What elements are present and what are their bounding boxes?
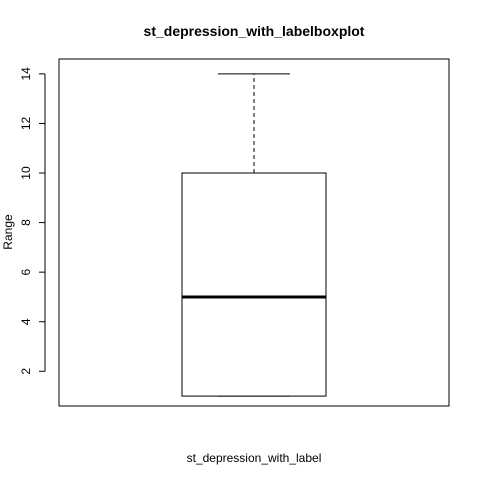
y-tick-label: 14 — [19, 67, 33, 81]
box-iqr — [181, 172, 327, 397]
y-tick-label: 4 — [19, 318, 33, 325]
chart-title: st_depression_with_labelboxplot — [144, 23, 365, 39]
y-axis: 2 4 6 8 10 12 14 — [19, 67, 46, 375]
plot-frame — [58, 58, 450, 407]
y-axis-label: Range — [1, 214, 15, 250]
y-tick-label: 6 — [19, 269, 33, 276]
y-tick-label: 10 — [19, 166, 33, 180]
x-axis-label: st_depression_with_label — [187, 451, 322, 465]
y-tick-label: 12 — [19, 116, 33, 130]
box-series — [181, 73, 327, 397]
y-tick-label: 2 — [19, 368, 33, 375]
y-tick-label: 8 — [19, 219, 33, 226]
